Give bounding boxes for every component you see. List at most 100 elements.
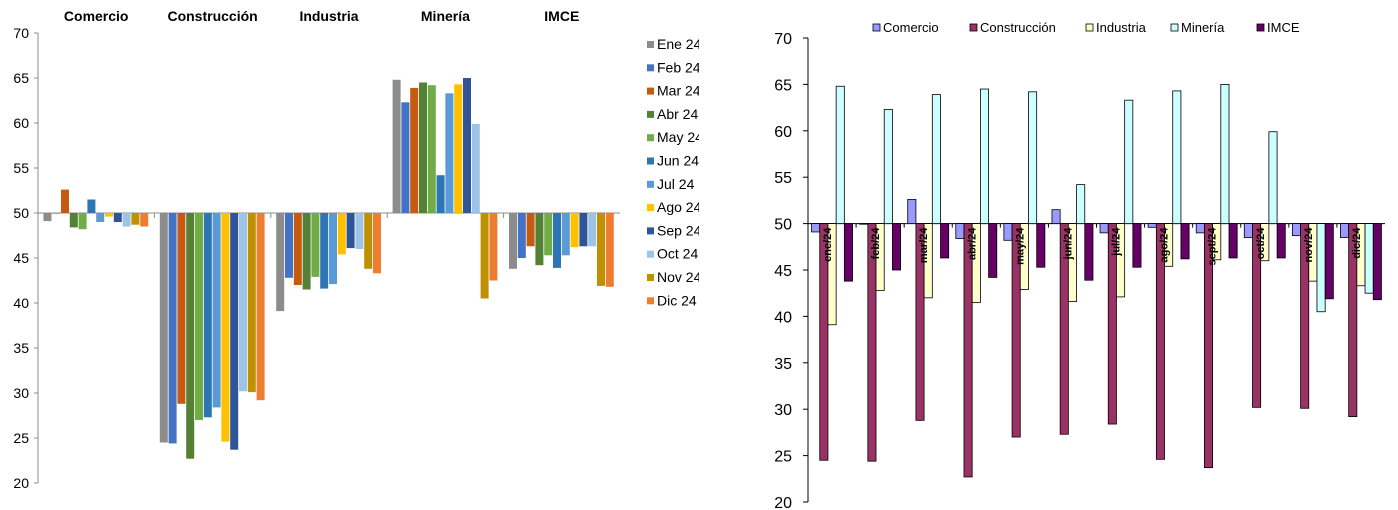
legend-swatch bbox=[647, 157, 654, 165]
bar bbox=[1268, 131, 1278, 224]
bar bbox=[1364, 223, 1374, 294]
legend-label: Industria bbox=[1096, 20, 1147, 35]
bar bbox=[605, 213, 614, 287]
bar bbox=[867, 223, 877, 462]
bar bbox=[256, 213, 265, 401]
bar bbox=[1099, 223, 1109, 234]
legend-swatch bbox=[1256, 23, 1265, 32]
bar bbox=[373, 213, 381, 274]
category-label: ene/24 bbox=[822, 227, 834, 262]
bar bbox=[875, 223, 885, 291]
bar bbox=[859, 223, 869, 225]
bar bbox=[819, 223, 829, 461]
bar bbox=[311, 213, 320, 277]
bar bbox=[230, 213, 239, 450]
bar bbox=[293, 213, 302, 285]
y-tick-label: 20 bbox=[13, 475, 29, 491]
legend-swatch bbox=[647, 87, 654, 95]
bar bbox=[963, 223, 973, 478]
bar bbox=[96, 213, 105, 222]
category-label: jul/24 bbox=[1111, 227, 1123, 257]
bar bbox=[239, 213, 247, 392]
bar bbox=[105, 213, 113, 217]
bar bbox=[1316, 223, 1326, 313]
bar bbox=[579, 213, 588, 247]
bar bbox=[1300, 223, 1310, 409]
bar bbox=[915, 223, 925, 421]
bar bbox=[1132, 223, 1142, 268]
bar bbox=[1164, 223, 1174, 267]
y-tick-label: 65 bbox=[774, 77, 792, 94]
category-label: Industria bbox=[299, 8, 358, 24]
y-tick-label: 70 bbox=[13, 25, 29, 41]
category-label: Comercio bbox=[64, 8, 129, 24]
bar bbox=[445, 93, 454, 213]
bar bbox=[355, 213, 364, 249]
bar bbox=[1011, 223, 1021, 438]
category-label: Minería bbox=[421, 8, 470, 24]
y-tick-label: 35 bbox=[774, 356, 792, 373]
bar bbox=[1172, 90, 1182, 224]
y-tick-label: 60 bbox=[13, 115, 29, 131]
bar bbox=[131, 213, 140, 225]
bar bbox=[1228, 223, 1238, 259]
bar bbox=[553, 213, 561, 268]
bar bbox=[931, 94, 941, 225]
category-label: oct/24 bbox=[1255, 227, 1267, 260]
bar bbox=[561, 213, 570, 256]
bar bbox=[87, 199, 96, 213]
bar bbox=[329, 213, 337, 285]
bar bbox=[489, 213, 498, 281]
y-tick-label: 55 bbox=[774, 170, 792, 187]
legend-label: IMCE bbox=[1267, 20, 1300, 35]
bar bbox=[535, 213, 544, 266]
legend-label: Abr 24 bbox=[657, 106, 698, 122]
bar bbox=[337, 213, 346, 255]
bar bbox=[892, 223, 902, 271]
legend-label: Oct 24 bbox=[657, 246, 698, 262]
bar bbox=[1076, 184, 1086, 224]
bar bbox=[177, 213, 186, 404]
y-tick-label: 50 bbox=[13, 205, 29, 221]
legend-label: Sep 24 bbox=[657, 222, 699, 238]
bar bbox=[1067, 223, 1077, 302]
y-tick-label: 60 bbox=[774, 124, 792, 141]
bar bbox=[186, 213, 195, 459]
bar bbox=[988, 223, 998, 278]
bar bbox=[979, 88, 989, 224]
bar bbox=[276, 213, 285, 312]
bar bbox=[940, 223, 950, 259]
y-tick-label: 45 bbox=[13, 250, 29, 266]
bar bbox=[113, 213, 122, 222]
bar bbox=[1180, 223, 1190, 260]
category-label: feb/24 bbox=[870, 227, 882, 260]
bar bbox=[971, 223, 981, 303]
category-label: IMCE bbox=[544, 8, 579, 24]
bar bbox=[159, 213, 168, 443]
y-tick-label: 30 bbox=[774, 402, 792, 419]
bar bbox=[427, 85, 436, 213]
category-label: dic/24 bbox=[1351, 227, 1363, 259]
bar bbox=[1116, 223, 1126, 298]
category-label: sept/24 bbox=[1207, 227, 1219, 266]
bar bbox=[436, 175, 445, 213]
bar bbox=[480, 213, 489, 299]
bar bbox=[1340, 223, 1350, 238]
bar bbox=[907, 199, 917, 225]
y-tick-label: 70 bbox=[774, 31, 792, 48]
bar bbox=[78, 213, 87, 230]
y-tick-label: 50 bbox=[774, 217, 792, 234]
bar bbox=[1212, 223, 1222, 261]
bar bbox=[1036, 223, 1046, 268]
y-tick-label: 40 bbox=[774, 309, 792, 326]
bar bbox=[811, 223, 821, 233]
bar bbox=[835, 85, 845, 224]
bar bbox=[454, 84, 463, 213]
bar bbox=[203, 213, 212, 418]
category-label: jun/24 bbox=[1062, 227, 1074, 261]
y-tick-label: 35 bbox=[13, 340, 29, 356]
legend-swatch bbox=[647, 297, 654, 305]
y-tick-label: 25 bbox=[774, 449, 792, 466]
bar bbox=[1348, 223, 1358, 418]
bar bbox=[1324, 223, 1334, 300]
